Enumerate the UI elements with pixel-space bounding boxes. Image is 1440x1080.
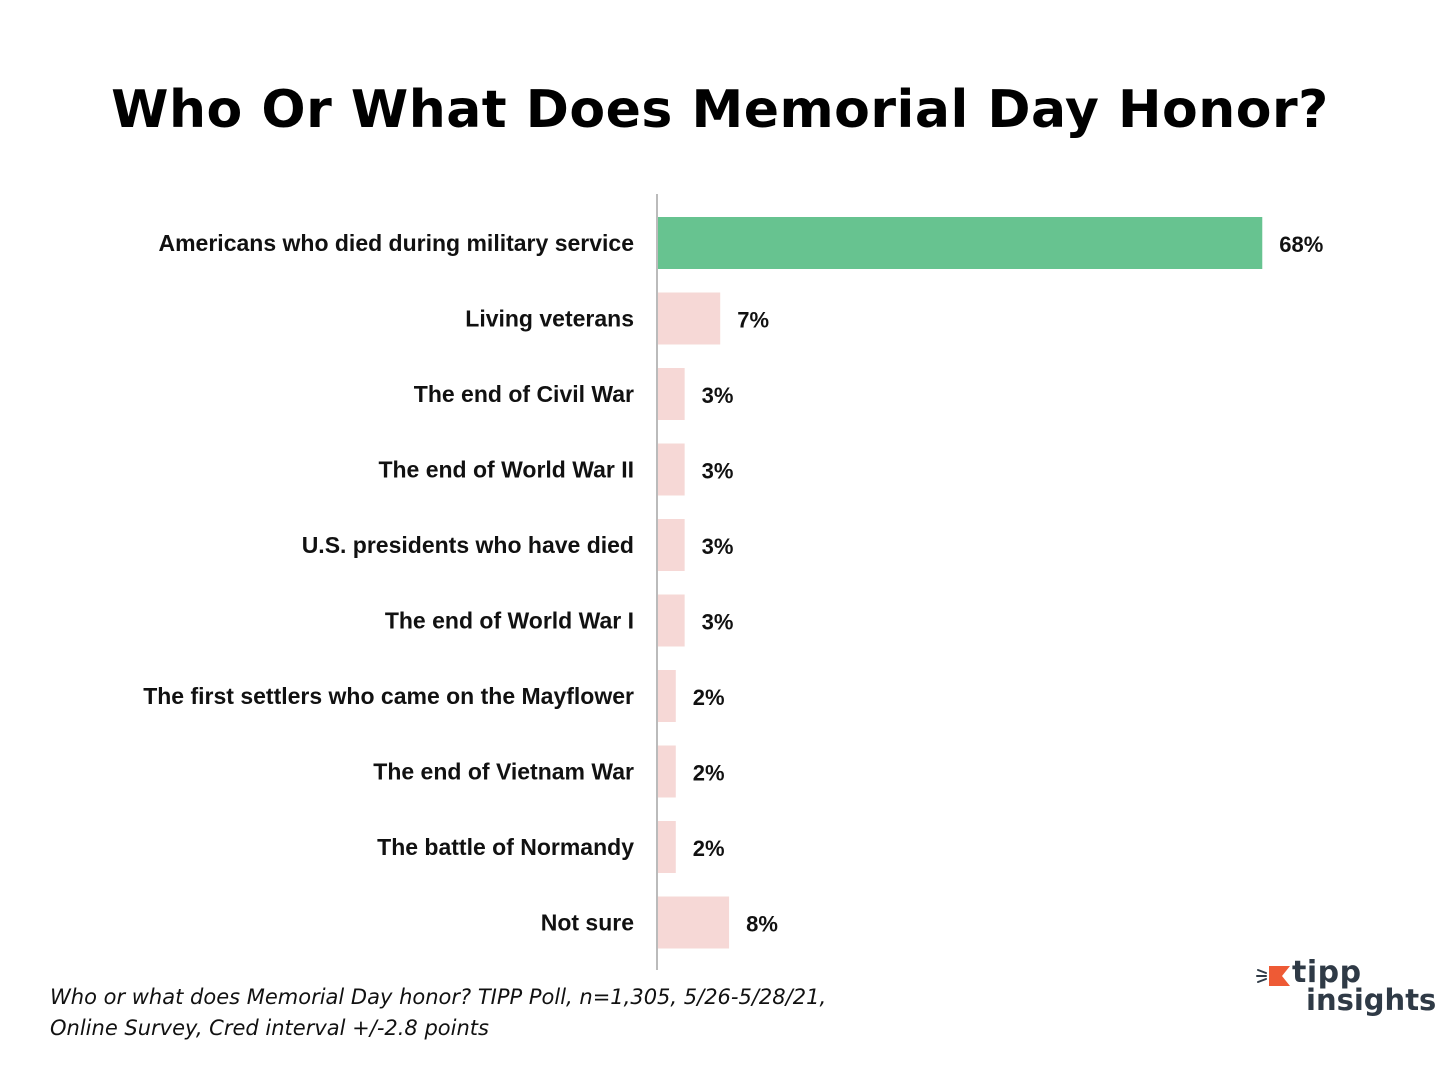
bar-the-end-of-vietnam-war: [658, 745, 676, 798]
value-label-living-veterans: 7%: [737, 308, 769, 333]
bar-the-end-of-world-war-i: [658, 594, 685, 647]
category-label-the-end-of-world-war-ii: The end of World War II: [378, 457, 634, 483]
value-label-the-battle-of-normandy: 2%: [693, 836, 725, 861]
category-label-americans-who-died-during-military-service: Americans who died during military servi…: [159, 230, 635, 256]
value-label-not-sure: 8%: [746, 912, 778, 937]
category-label-the-end-of-vietnam-war: The end of Vietnam War: [373, 759, 634, 785]
logo-word-tipp: tipp: [1292, 955, 1362, 990]
category-label-the-first-settlers-who-came-on-the-mayflower: The first settlers who came on the Mayfl…: [143, 683, 634, 709]
value-label-the-end-of-world-war-ii: 3%: [702, 459, 734, 484]
tipp-insights-logo: tipp insights: [1256, 958, 1436, 1028]
bar-the-end-of-world-war-ii: [658, 443, 685, 496]
labels-layer: Americans who died during military servi…: [143, 230, 1323, 937]
category-label-the-battle-of-normandy: The battle of Normandy: [377, 834, 634, 860]
value-label-u-s-presidents-who-have-died: 3%: [702, 534, 734, 559]
chart-title: Who Or What Does Memorial Day Honor?: [111, 80, 1329, 140]
bar-the-end-of-civil-war: [658, 368, 685, 420]
footnote: Who or what does Memorial Day honor? TIP…: [50, 982, 826, 1044]
bars-layer: [658, 217, 1263, 949]
category-label-the-end-of-world-war-i: The end of World War I: [385, 608, 634, 634]
footnote-line-2: Online Survey, Cred interval +/-2.8 poin…: [50, 1016, 489, 1040]
bar-the-battle-of-normandy: [658, 821, 676, 873]
bar-living-veterans: [658, 292, 721, 345]
value-label-the-end-of-world-war-i: 3%: [702, 610, 734, 635]
bar-americans-who-died-during-military-service: [658, 217, 1263, 269]
category-label-u-s-presidents-who-have-died: U.S. presidents who have died: [302, 532, 634, 558]
footnote-line-1: Who or what does Memorial Day honor? TIP…: [50, 985, 827, 1009]
category-label-not-sure: Not sure: [541, 910, 634, 936]
logo-word-insights: insights: [1306, 983, 1437, 1017]
category-label-the-end-of-civil-war: The end of Civil War: [414, 381, 634, 407]
value-label-the-end-of-civil-war: 3%: [702, 383, 734, 408]
value-label-americans-who-died-during-military-service: 68%: [1279, 232, 1323, 257]
bar-not-sure: [658, 896, 730, 949]
value-label-the-end-of-vietnam-war: 2%: [693, 761, 725, 786]
logo-mark-icon: [1256, 966, 1290, 986]
value-label-the-first-settlers-who-came-on-the-mayflower: 2%: [693, 685, 725, 710]
bar-u-s-presidents-who-have-died: [658, 519, 685, 571]
category-label-living-veterans: Living veterans: [465, 306, 634, 332]
bar-the-first-settlers-who-came-on-the-mayflower: [658, 670, 676, 722]
